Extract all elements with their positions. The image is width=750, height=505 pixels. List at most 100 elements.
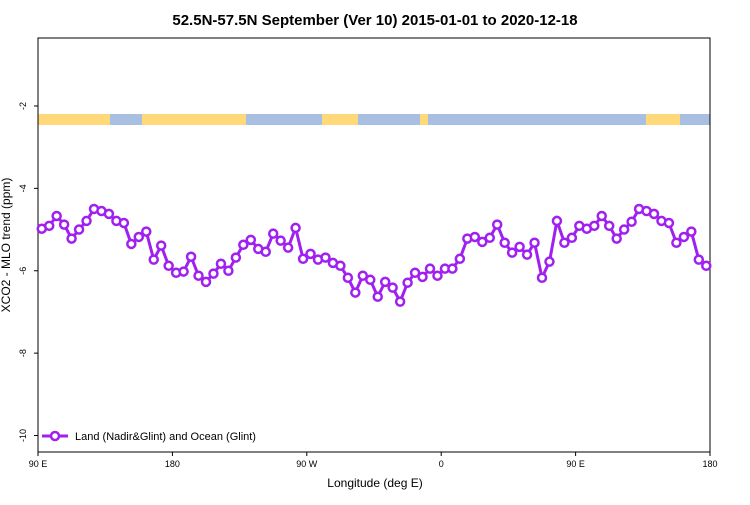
data-point <box>118 217 130 229</box>
data-point <box>350 287 361 298</box>
data-point <box>43 220 55 232</box>
land-ocean-strip <box>38 114 710 125</box>
data-point <box>491 219 503 230</box>
data-point <box>626 216 637 227</box>
data-point <box>51 210 62 222</box>
data-point <box>506 247 518 258</box>
data-point <box>678 231 690 243</box>
data-point <box>372 291 383 302</box>
land-band <box>420 114 428 125</box>
data-point <box>529 237 540 248</box>
y-axis-label: XCO2 - MLO trend (ppm) <box>0 178 13 313</box>
data-point <box>305 248 316 260</box>
data-point <box>432 270 443 281</box>
ocean-band <box>38 114 710 125</box>
data-point <box>379 276 391 288</box>
data-point <box>148 254 159 265</box>
data-point <box>402 277 413 288</box>
x-tick-label: 90 W <box>296 459 318 469</box>
data-point <box>73 224 85 235</box>
data-point <box>394 296 406 307</box>
data-point <box>648 208 660 220</box>
data-point <box>238 239 249 251</box>
data-point <box>275 235 286 246</box>
data-point <box>215 258 227 269</box>
y-tick-label: -4 <box>18 184 28 192</box>
data-point <box>559 237 570 248</box>
land-band <box>322 114 358 125</box>
data-point <box>178 266 189 277</box>
data-point <box>596 210 607 222</box>
x-tick-label: 90 E <box>29 459 48 469</box>
data-point <box>603 220 615 232</box>
data-point <box>155 240 167 251</box>
data-point <box>454 253 466 265</box>
data-point <box>81 215 92 227</box>
data-point <box>701 260 712 272</box>
data-point <box>208 268 219 279</box>
data-point <box>267 228 279 239</box>
data-point <box>417 271 428 283</box>
data-point <box>693 254 705 265</box>
data-point <box>320 252 331 263</box>
land-band <box>38 114 110 125</box>
data-point <box>260 246 271 258</box>
land-band <box>646 114 680 125</box>
data-point <box>477 236 488 248</box>
data-point <box>163 260 174 272</box>
data-point <box>544 256 555 267</box>
y-tick-label: -10 <box>18 429 28 442</box>
legend-marker <box>49 430 61 442</box>
data-point <box>484 232 495 244</box>
data-point <box>200 276 212 288</box>
x-tick-label: 90 E <box>566 459 585 469</box>
y-tick-label: -2 <box>18 102 28 110</box>
data-point <box>185 251 197 262</box>
data-point <box>469 231 481 243</box>
data-point <box>536 272 548 283</box>
x-tick-label: 180 <box>702 459 717 469</box>
data-point <box>424 263 436 274</box>
data-point <box>409 267 421 279</box>
data-point <box>58 219 70 230</box>
land-band <box>142 114 246 125</box>
data-point <box>290 222 301 234</box>
data-point <box>103 208 115 220</box>
x-tick-label: 0 <box>439 459 444 469</box>
data-point <box>230 252 242 263</box>
data-point <box>297 253 309 265</box>
data-point <box>663 217 675 229</box>
legend-label: Land (Nadir&Glint) and Ocean (Glint) <box>75 431 256 443</box>
data-point <box>589 220 600 232</box>
y-tick-label: -6 <box>18 267 28 275</box>
data-point <box>223 265 234 276</box>
data-point <box>611 233 622 244</box>
data-point <box>357 270 369 281</box>
data-point <box>126 238 137 250</box>
chart-title: 52.5N-57.5N September (Ver 10) 2015-01-0… <box>172 12 577 29</box>
data-point <box>133 231 145 243</box>
data-point <box>686 226 697 237</box>
data-point <box>342 272 354 283</box>
data-point <box>245 234 257 246</box>
data-point <box>671 237 682 248</box>
y-tick-label: -8 <box>18 349 28 357</box>
data-point <box>141 226 152 237</box>
data-point <box>282 242 294 253</box>
data-point <box>447 263 458 274</box>
data-point <box>551 215 563 227</box>
plot-frame <box>37 37 711 453</box>
legend: Land (Nadir&Glint) and Ocean (Glint) <box>42 430 256 443</box>
data-point <box>566 232 578 244</box>
data-point <box>193 270 204 281</box>
data-point <box>618 224 630 235</box>
data-point <box>335 260 346 272</box>
data-point <box>521 249 533 260</box>
x-axis-label: Longitude (deg E) <box>327 476 422 490</box>
data-point <box>387 282 398 293</box>
x-tick-label: 180 <box>165 459 180 469</box>
data-point <box>66 233 77 244</box>
data-point <box>514 241 525 253</box>
data-point <box>365 274 376 286</box>
